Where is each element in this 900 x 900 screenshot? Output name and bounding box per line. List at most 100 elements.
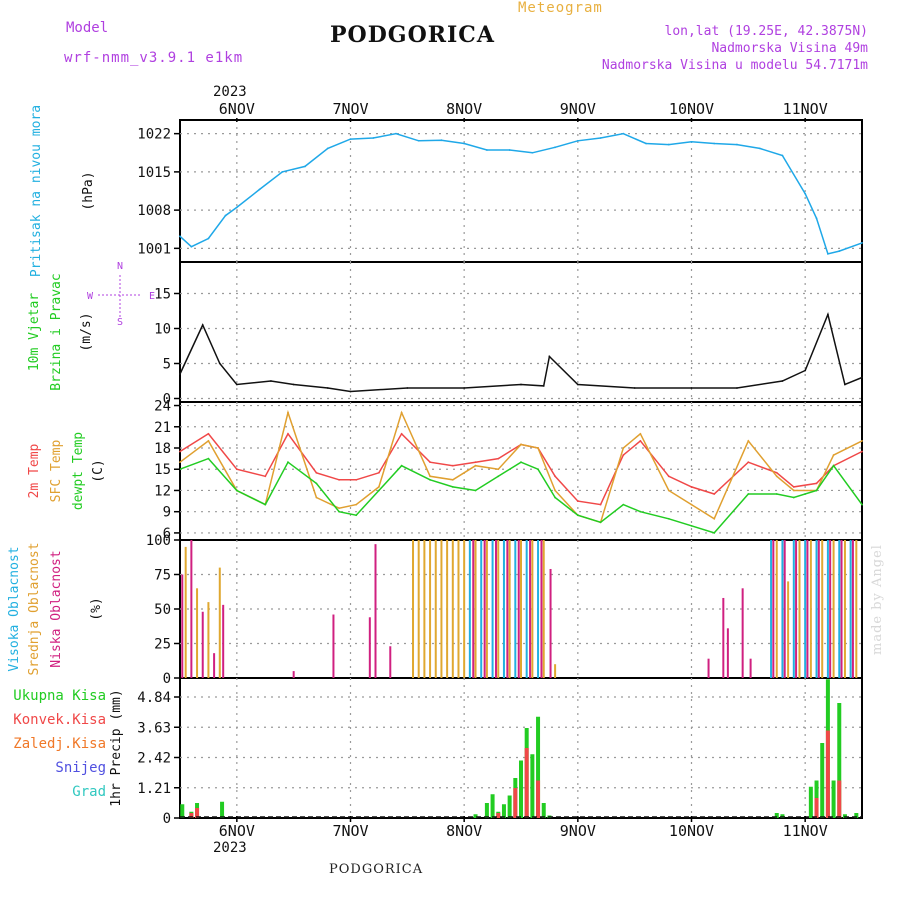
clouds-bar [184,546,187,678]
clouds-bar [190,540,193,678]
clouds-bar [451,540,454,678]
precipitation-bar [541,803,546,818]
temperature-point [622,454,625,456]
precip-legend-entry: Grad [72,784,106,800]
precipitation-bar [189,813,194,818]
clouds-bar [770,540,773,678]
temperature-ytick-label: 12 [154,483,171,499]
precipitation-bar [501,804,506,818]
pressure-point [599,137,602,139]
temperature-point [576,514,579,517]
temperature-series-line [179,457,863,534]
precipitation-bar [519,760,523,818]
pressure-point [207,237,210,240]
temperature-point [207,440,210,442]
precipitation-bar [195,808,200,818]
pressure-point [690,140,693,143]
precipitation-bar [774,813,779,818]
wind-ylabel: 10m Vjetar [27,293,42,371]
clouds-bar [417,540,420,678]
clouds-bar [446,540,449,678]
clouds-bar [542,540,545,678]
clouds-bar [389,646,392,678]
panel-frames [179,119,863,819]
pressure-point [179,235,181,238]
temperature-ylabel: (C) [91,459,106,482]
precipitation-bar [530,754,535,818]
clouds-bar [292,671,295,678]
wind-point [542,385,545,387]
clouds-bar [480,540,483,678]
temperature-point [747,461,750,464]
clouds-bar [434,540,437,678]
clouds-bar [772,540,775,678]
precip-legend-entry: Snijeg [55,760,106,776]
model-label: Model [66,20,109,36]
precipitation-bar [837,703,842,818]
temperature-point [747,440,750,442]
temperature-ytick-label: 15 [154,462,171,478]
wind-point [633,387,636,389]
clouds-bar [537,540,540,678]
x-tick-label-top: 11NOV [783,100,828,118]
temperature-point [639,440,642,442]
temperature-point [576,500,579,502]
temperature-point [639,510,642,513]
pressure-point [258,188,261,191]
temperature-ylabel: dewpt Temp [71,432,86,510]
clouds-bar [741,588,744,678]
clouds-bar [838,540,841,678]
pressure-point [838,250,841,252]
pressure-point [349,138,352,141]
wind-point [804,369,807,372]
temperature-point [451,478,454,481]
clouds-ytick-label: 25 [154,637,171,653]
pressure-point [326,147,329,150]
temperature-point [815,482,818,485]
temperature-point [315,482,318,485]
clouds-bar [196,588,199,678]
x-tick-label-top: 10NOV [669,100,714,118]
clouds-bar [787,581,790,678]
clouds-bar [781,540,784,678]
temperature-point [599,503,602,506]
temperature-point [537,468,539,471]
wind-point [827,313,829,316]
temperature-point [451,464,454,467]
meteogram-label: Meteogram [518,0,603,16]
pressure-point [395,132,397,135]
temperature-ytick-label: 9 [163,505,171,521]
compass-letter: S [117,317,123,328]
clouds-bar [829,540,832,678]
precipitation-bar [831,780,836,818]
temperature-point [429,475,431,478]
precipitation-bar [484,803,489,818]
clouds-bar [792,540,795,678]
pressure-ytick-label: 1015 [137,165,171,181]
pressure-ylabel: Pritisak na nivou mora [29,105,44,277]
pressure-point [645,142,647,145]
clouds-bar [525,540,528,678]
temperature-point [235,468,238,471]
clouds-bar [851,540,854,678]
wind-ytick-label: 15 [154,287,171,303]
wind-point [292,383,295,386]
pressure-point [508,149,511,151]
pressure-ytick-label: 1022 [137,127,171,143]
compass-letter: E [149,291,155,302]
clouds-bar [491,540,494,678]
temperature-point [520,461,522,464]
x-tick-label-top: 8NOV [446,100,482,118]
precipitation-bar [473,814,478,818]
wind-point [861,376,863,379]
temperature-point [474,464,477,467]
temperature-point [400,432,403,435]
clouds-bar [506,540,509,678]
temperature-point [554,496,556,499]
temperature-point [378,471,380,474]
temperature-point [520,443,522,446]
wind-ytick-label: 10 [154,322,171,338]
temperature-point [179,450,181,453]
temperature-point [690,486,693,488]
wind-point [736,387,738,389]
